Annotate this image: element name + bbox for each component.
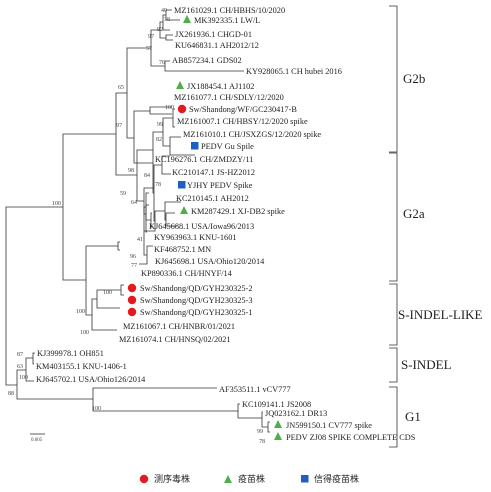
bootstrap-value: 40 <box>161 8 167 14</box>
leaf-label: KU646831.1 AH2012/12 <box>175 41 259 50</box>
bootstrap-value: 63 <box>17 364 23 370</box>
bootstrap-value: 87 <box>17 352 23 358</box>
trusted-vaccine-strain-marker <box>178 181 186 189</box>
leaf-label: PEDV ZJ08 SPIKE COMPLETE CDS <box>286 433 416 442</box>
bootstrap-value: 64 <box>131 200 137 206</box>
legend-trusted-marker <box>301 475 309 483</box>
bootstrap-value: 98 <box>128 168 134 174</box>
leaf-label: PEDV Gu Spile <box>201 142 254 151</box>
bootstrap-value: 41 <box>137 237 143 243</box>
legend-label-trusted-vaccine: 信得疫苗株 <box>314 473 359 485</box>
tree-branches <box>5 9 270 435</box>
bootstrap-value: 100 <box>103 290 112 296</box>
bootstrap-value: 77 <box>131 263 137 269</box>
leaf-label: KC210147.1 JS-HZ2012 <box>172 168 255 177</box>
legend-vaccine-marker <box>224 475 232 483</box>
vaccine-strain-marker <box>176 81 184 89</box>
leaf-label: KY963963.1 KNU-1601 <box>154 233 237 242</box>
vaccine-strain-marker <box>183 15 191 23</box>
leaf-label: YJHY PEDV Spike <box>187 181 253 190</box>
leaf-label: AB857234.1 GDS02 <box>172 56 242 65</box>
leaf-label: Sw/Shandong/QD/GYH230325-1 <box>140 308 252 317</box>
sequenced-strain-marker <box>127 283 137 293</box>
leaf-label: KM287429.1 XJ-DB2 spike <box>191 207 285 216</box>
leaf-label: JN599150.1 CV777 spike <box>286 421 372 430</box>
strain-markers <box>127 15 282 440</box>
leaf-label: MZ161007.1 CH/HBSY/12/2020 spike <box>177 117 308 126</box>
leaf-label: AF353511.1 vCV777 <box>219 385 291 394</box>
scale-bar-label: 0.005 <box>31 438 43 443</box>
sequenced-strain-marker <box>127 307 137 317</box>
legend-label-sequenced: 测序毒株 <box>154 473 190 485</box>
leaf-label: Sw/Shandong/QD/GYH230325-3 <box>140 296 252 305</box>
leaf-label: Sw/Shandong/WF/GC230417-B <box>189 105 297 114</box>
vaccine-strain-marker <box>180 206 188 214</box>
leaf-label: KF468752.1 MN <box>154 245 211 254</box>
bootstrap-value: 100 <box>80 330 89 336</box>
leaf-label: MZ161074.1 CH/HNSQ/02/2021 <box>119 335 231 344</box>
clade-label-g2a: G2a <box>403 206 425 221</box>
leaf-label: KP890336.1 CH/HNYF/14 <box>141 269 233 278</box>
vaccine-strain-marker <box>274 432 282 440</box>
bootstrap-value: 100 <box>76 309 85 315</box>
bootstrap-value: 78 <box>259 439 265 445</box>
bootstrap-value: 57 <box>146 46 152 52</box>
leaf-label: KC210145.1 AH2012 <box>176 194 249 203</box>
leaf-label: KM403155.1 KNU-1406-1 <box>36 362 127 371</box>
bootstrap-value: 100 <box>92 406 101 412</box>
clade-label-g1: G1 <box>405 409 421 424</box>
bootstrap-value: 38 <box>164 17 170 23</box>
legend-sequenced-marker <box>139 474 149 484</box>
leaf-label: MZ161077.1 CH/SDLY/12/2020 <box>174 93 284 102</box>
bootstrap-value: 88 <box>8 391 14 397</box>
bootstrap-value: 100 <box>165 105 174 111</box>
leaf-label: KC196276.1 CH/ZMDZY/11 <box>155 155 253 164</box>
bootstrap-value: 78 <box>155 182 161 188</box>
bootstrap-value: 76 <box>159 60 165 66</box>
bootstrap-value: 99 <box>257 429 263 435</box>
leaf-label: MZ161029.1 CH/HBHS/10/2020 <box>174 6 285 15</box>
bootstrap-value: 65 <box>118 85 124 91</box>
vaccine-strain-marker <box>274 420 282 428</box>
legend: 测序毒株 疫苗株 信得疫苗株 <box>139 473 359 485</box>
leaf-label: KJ645698.1 USA/Ohio120/2014 <box>155 257 265 266</box>
bootstrap-value: 97 <box>116 123 122 129</box>
bootstrap-value: 84 <box>144 173 150 179</box>
bootstrap-value: 97 <box>148 34 154 40</box>
bootstrap-value: 82 <box>156 137 162 143</box>
leaf-label: JQ023162.1 DR13 <box>265 409 327 418</box>
trusted-vaccine-strain-marker <box>191 142 199 150</box>
bootstrap-value: 100 <box>19 375 28 381</box>
clade-brackets: G2b G2a S-INDEL-LIKE S-INDEL G1 <box>389 5 483 448</box>
leaf-label: MK392335.1 LW/L <box>194 16 260 25</box>
leaf-label: KC109141.1 JS2008 <box>242 400 311 409</box>
leaf-label: JX261936.1 CHGD-01 <box>175 30 252 39</box>
leaf-label: KJ645688.1 USA/Iowa96/2013 <box>149 222 254 231</box>
sequenced-strain-marker <box>177 104 187 114</box>
clade-label-g2b: G2b <box>403 71 425 86</box>
leaf-label: MZ161067.1 CH/HNBR/01/2021 <box>123 322 235 331</box>
bootstrap-value: 59 <box>120 191 126 197</box>
bootstrap-value: 99 <box>157 122 163 128</box>
bootstrap-value: 96 <box>130 254 136 260</box>
bootstrap-value: 100 <box>52 201 61 207</box>
leaf-label: KJ399978.1 OH851 <box>37 349 104 358</box>
bootstrap-value: 92 <box>157 27 163 33</box>
legend-label-vaccine: 疫苗株 <box>238 473 265 485</box>
leaf-label: Sw/Shandong/QD/GYH230325-2 <box>140 284 252 293</box>
leaf-label: JX188454.1 AJ1102 <box>187 82 254 91</box>
bootstrap-values: 40 38 92 97 57 76 65 100 99 82 97 84 78 … <box>8 8 265 445</box>
leaf-label: KJ645702.1 USA/Ohio126/2014 <box>36 375 146 384</box>
leaf-labels: MZ161029.1 CH/HBHS/10/2020 MK392335.1 LW… <box>36 6 416 442</box>
leaf-label: MZ161010.1 CH/JSXZGS/12/2020 spike <box>183 130 321 139</box>
clade-label-s-indel-like: S-INDEL-LIKE <box>398 307 483 322</box>
sequenced-strain-marker <box>127 295 137 305</box>
leaf-label: KY928065.1 CH hubei 2016 <box>246 67 342 76</box>
clade-label-s-indel: S-INDEL <box>401 357 452 372</box>
